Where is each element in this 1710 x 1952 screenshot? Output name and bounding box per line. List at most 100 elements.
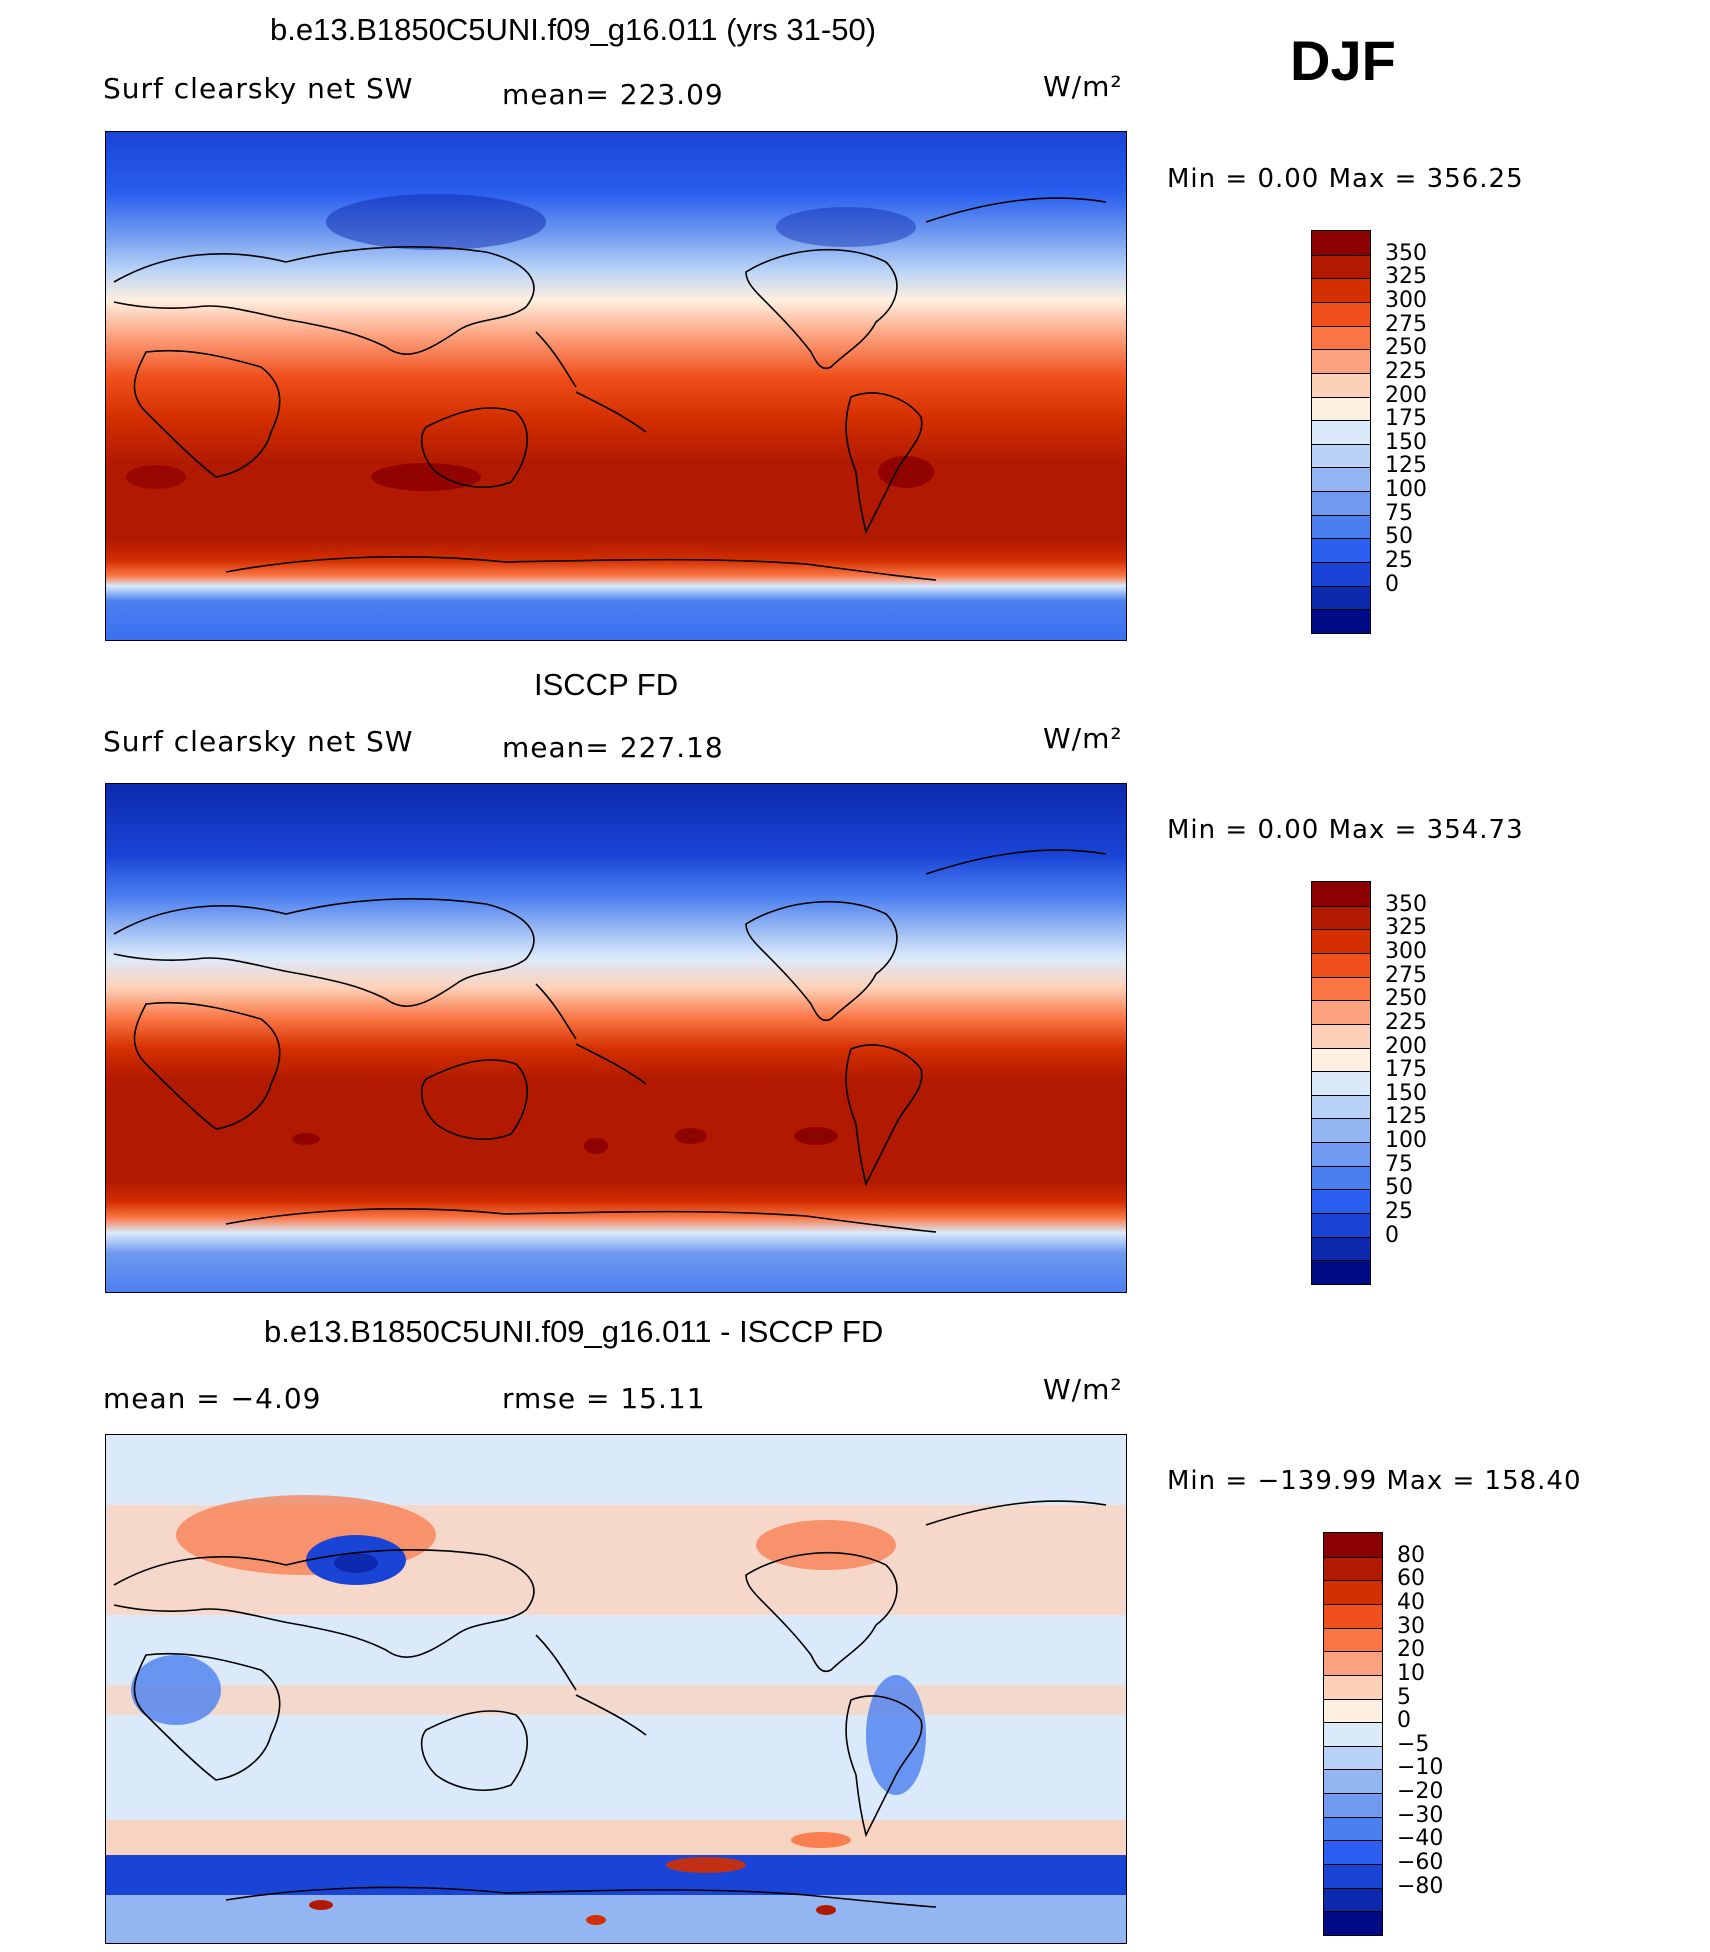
colorbar-tick-label: 150	[1385, 429, 1427, 455]
colorbar-tick-label: 125	[1385, 453, 1427, 479]
panel-1-coastlines	[113, 197, 1107, 581]
panel-3-rmse-label: rmse = 15.11	[502, 1382, 706, 1415]
colorbar-swatch	[1312, 372, 1370, 397]
colorbar-tick-label: 0	[1385, 1222, 1399, 1248]
colorbar-swatch	[1312, 491, 1370, 515]
colorbar-tick-label: −80	[1397, 1873, 1444, 1899]
colorbar-swatch	[1324, 1651, 1382, 1675]
panel-1-minmax: Min = 0.00 Max = 356.25	[1167, 164, 1524, 194]
colorbar-tick-label: −20	[1397, 1779, 1444, 1805]
colorbar-tick-label: 250	[1385, 335, 1427, 361]
colorbar-swatch	[1312, 538, 1370, 563]
colorbar-tick-label: −40	[1397, 1826, 1444, 1852]
colorbar-swatch	[1312, 443, 1370, 468]
colorbar-tick-label: −60	[1397, 1850, 1444, 1876]
colorbar-swatch	[1312, 420, 1370, 444]
colorbar-swatch	[1312, 1236, 1370, 1261]
colorbar-tick-label: 25	[1385, 1199, 1413, 1225]
colorbar-swatch	[1324, 1745, 1382, 1770]
colorbar-swatch	[1312, 976, 1370, 1001]
colorbar-tick-label: 175	[1385, 406, 1427, 432]
colorbar-tick-label: 350	[1385, 240, 1427, 266]
colorbar-swatch	[1324, 1816, 1382, 1841]
colorbar-tick-label: 100	[1385, 1128, 1427, 1154]
colorbar-swatch	[1312, 882, 1370, 906]
colorbar-tick-label: 125	[1385, 1104, 1427, 1130]
panel-2-variable-label: Surf clearsky net SW	[103, 725, 414, 758]
colorbar-swatch	[1312, 349, 1370, 373]
panel-2-coastlines	[113, 849, 1107, 1233]
colorbar-swatch	[1312, 1023, 1370, 1048]
colorbar-tick-label: 20	[1397, 1637, 1425, 1663]
colorbar-swatch	[1312, 231, 1370, 255]
panel-3-units-label: W/m²	[1043, 1373, 1123, 1406]
colorbar-tick-label: 75	[1385, 1151, 1413, 1177]
colorbar-tick-label: 275	[1385, 962, 1427, 988]
panel-3-minmax: Min = −139.99 Max = 158.40	[1167, 1466, 1582, 1496]
panel-3-title: b.e13.B1850C5UNI.f09_g16.011 - ISCCP FD	[264, 1314, 884, 1349]
colorbar-swatch	[1312, 1142, 1370, 1166]
colorbar-swatch	[1312, 467, 1370, 492]
panel-1-mean-label: mean= 223.09	[502, 78, 724, 111]
colorbar-tick-label: 300	[1385, 287, 1427, 313]
colorbar-swatch	[1312, 952, 1370, 977]
panel-3-mean-label: mean = −4.09	[103, 1382, 322, 1415]
colorbar-tick-label: 300	[1385, 938, 1427, 964]
colorbar-swatch	[1312, 1118, 1370, 1143]
colorbar-swatch	[1312, 1047, 1370, 1072]
panel-2-mean-label: mean= 227.18	[502, 731, 724, 764]
colorbar-swatch	[1312, 1189, 1370, 1214]
colorbar-swatch	[1312, 562, 1370, 586]
panel-1-map	[105, 131, 1127, 641]
colorbar-swatch	[1312, 396, 1370, 421]
panel-1-field	[106, 132, 1126, 640]
colorbar-tick-label: 225	[1385, 358, 1427, 384]
panel-2-map	[105, 783, 1127, 1293]
panel-3-colorbar	[1323, 1532, 1383, 1936]
colorbar-swatch	[1312, 1260, 1370, 1284]
colorbar-swatch	[1312, 1165, 1370, 1190]
colorbar-swatch	[1324, 1769, 1382, 1794]
panel-2-field	[106, 784, 1126, 1292]
panel-1-units-label: W/m²	[1043, 70, 1123, 103]
colorbar-swatch	[1312, 929, 1370, 953]
colorbar-tick-label: 250	[1385, 986, 1427, 1012]
panel-2-minmax: Min = 0.00 Max = 354.73	[1167, 815, 1524, 845]
colorbar-tick-label: 150	[1385, 1080, 1427, 1106]
colorbar-tick-label: 75	[1385, 500, 1413, 526]
colorbar-swatch	[1312, 1071, 1370, 1095]
colorbar-tick-label: 275	[1385, 311, 1427, 337]
colorbar-swatch	[1312, 1000, 1370, 1024]
colorbar-tick-label: 25	[1385, 548, 1413, 574]
colorbar-swatch	[1312, 325, 1370, 350]
colorbar-tick-label: 5	[1397, 1684, 1411, 1710]
panel-1-variable-label: Surf clearsky net SW	[103, 72, 414, 105]
colorbar-swatch	[1312, 254, 1370, 279]
colorbar-swatch	[1324, 1533, 1382, 1557]
panel-3-coastlines	[113, 1500, 1107, 1908]
colorbar-swatch	[1312, 1094, 1370, 1119]
colorbar-swatch	[1324, 1887, 1382, 1912]
colorbar-swatch	[1324, 1911, 1382, 1935]
colorbar-tick-label: 80	[1397, 1542, 1425, 1568]
colorbar-swatch	[1324, 1603, 1382, 1628]
panel-2-units-label: W/m²	[1043, 722, 1123, 755]
colorbar-tick-label: 50	[1385, 1175, 1413, 1201]
colorbar-tick-label: 0	[1385, 571, 1399, 597]
colorbar-tick-label: 0	[1397, 1708, 1411, 1734]
colorbar-tick-label: 60	[1397, 1566, 1425, 1592]
panel-3-field	[106, 1435, 1126, 1943]
colorbar-tick-label: 200	[1385, 382, 1427, 408]
colorbar-tick-label: 10	[1397, 1660, 1425, 1686]
panel-1-title: b.e13.B1850C5UNI.f09_g16.011 (yrs 31-50)	[270, 12, 877, 47]
colorbar-tick-label: −5	[1397, 1731, 1430, 1757]
colorbar-swatch	[1312, 514, 1370, 539]
colorbar-tick-label: −10	[1397, 1755, 1444, 1781]
panel-1-colorbar	[1311, 230, 1371, 634]
colorbar-tick-label: −30	[1397, 1802, 1444, 1828]
colorbar-swatch	[1324, 1674, 1382, 1699]
colorbar-swatch	[1324, 1840, 1382, 1865]
colorbar-swatch	[1312, 905, 1370, 930]
colorbar-tick-label: 325	[1385, 915, 1427, 941]
colorbar-swatch	[1324, 1698, 1382, 1723]
